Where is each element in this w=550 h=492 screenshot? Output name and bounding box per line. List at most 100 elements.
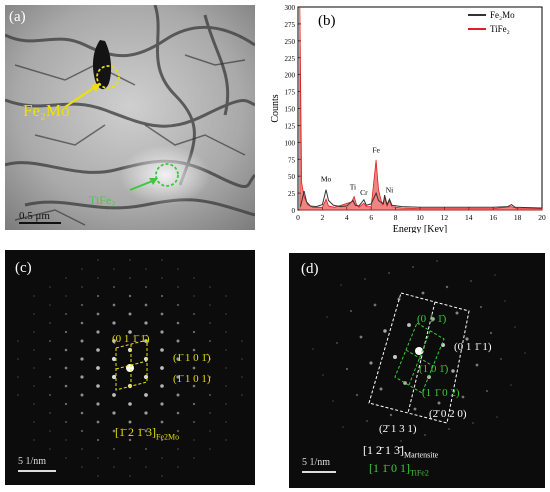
diffraction-spot [510, 384, 512, 386]
diffraction-spot [193, 277, 195, 279]
diffraction-spot [144, 285, 148, 289]
diffraction-spot [349, 309, 353, 313]
diffraction-spot [332, 400, 334, 402]
diffraction-spot [437, 401, 441, 405]
diffraction-spot [177, 448, 179, 450]
diffraction-spot [176, 357, 180, 361]
tife2-marker-circle [155, 163, 179, 187]
diffraction-spot [112, 339, 116, 343]
zone-axis-d-white-text: [1 2̄ 1 3̄] [363, 443, 404, 457]
diffraction-spot [128, 312, 132, 316]
y-tick-label: 50 [288, 173, 296, 181]
x-axis-label: Energy [Kev] [393, 224, 448, 233]
diffraction-spot [112, 411, 116, 415]
diffraction-spot [209, 340, 211, 342]
diffraction-spot [33, 331, 35, 333]
diffraction-spot [160, 312, 164, 316]
diffraction-spot [97, 457, 99, 459]
diffraction-spot [64, 384, 68, 388]
zone-axis-d-white-sub: Martensite [404, 450, 439, 460]
diffraction-spot [413, 407, 417, 411]
diffraction-spot [387, 271, 391, 275]
diffraction-spot [208, 357, 212, 361]
index-d-green-1: (0 1 1̄) [417, 313, 447, 325]
y-tick-label: 225 [285, 55, 296, 63]
zone-axis-c-text: [1̄ 2 1̄ 3] [115, 425, 156, 439]
diffraction-spot [496, 416, 498, 418]
diffraction-spot [96, 294, 100, 298]
scalebar-line-d [302, 471, 336, 473]
diffraction-spot [96, 366, 100, 370]
diffraction-spot [193, 457, 195, 459]
diffraction-spot [176, 321, 180, 325]
y-tick-label: 175 [285, 89, 296, 97]
diffraction-spot [160, 330, 164, 334]
diffraction-spot [176, 393, 180, 397]
diffraction-spot [64, 420, 68, 424]
x-tick-label: 16 [489, 213, 497, 222]
diffraction-spot [504, 300, 506, 302]
diffraction-spot [48, 375, 52, 379]
diffraction-spot [161, 277, 163, 279]
diffraction-spot [393, 355, 397, 359]
diffraction-spot [129, 475, 131, 477]
diffraction-spot [64, 330, 68, 334]
diffraction-spot [241, 340, 243, 342]
diffraction-spot [335, 341, 339, 345]
diffraction-spot [129, 457, 131, 459]
diffraction-spot [524, 352, 526, 354]
panel-label-d: (d) [301, 261, 319, 277]
diffraction-spot [33, 439, 35, 441]
diffraction-spot [17, 358, 19, 360]
diffraction-spot [49, 412, 51, 414]
diffraction-spot [144, 303, 148, 307]
diffraction-spot [33, 295, 35, 297]
fe2mo-label: Fe₂Mo [23, 101, 70, 120]
diffraction-spot [225, 367, 227, 369]
diffraction-spot [49, 340, 51, 342]
diffraction-spot [192, 330, 196, 334]
index-d-green-2: (1 0 1̄) [419, 363, 449, 375]
scalebar-line-c [18, 470, 56, 472]
diffraction-spot [209, 412, 211, 414]
diffraction-spot [96, 348, 100, 352]
y-axis-label: Counts [270, 94, 281, 122]
diffraction-spot [479, 305, 483, 309]
diffraction-spot [160, 402, 164, 406]
index-c-3: (1̄ 1 0 1) [173, 373, 211, 385]
diffraction-spot [49, 304, 51, 306]
diffraction-spot [80, 393, 84, 397]
chart-frame [297, 6, 543, 211]
zone-axis-c-sub: Fe2Mo [156, 432, 180, 442]
panel-b-eds-chart: 0 25 50 75 100 125 150 175 200 225 250 275 300 0 2 4 6 8 1… [270, 5, 546, 233]
diffraction-spot [424, 434, 426, 436]
diffraction-spot [49, 394, 51, 396]
panel-label-a: (a) [9, 9, 26, 25]
diffraction-spot [192, 402, 196, 406]
diffraction-spot [112, 303, 116, 307]
diffraction-spot [65, 277, 67, 279]
diffraction-spot [475, 363, 479, 367]
index-d-white-1: (0 1 1̄ 1) [454, 341, 492, 353]
diffraction-spot [33, 313, 35, 315]
diffraction-spot [193, 295, 195, 297]
diffraction-spot [80, 429, 84, 433]
diffraction-spot [436, 260, 438, 262]
diffraction-spot [81, 286, 83, 288]
diffraction-spot [17, 340, 19, 342]
x-tick-label: 6 [369, 213, 373, 222]
diffraction-spot [96, 384, 100, 388]
diffraction-spot [112, 429, 116, 433]
diffraction-spot [379, 387, 383, 391]
diffraction-spot [96, 420, 100, 424]
diffraction-spot [209, 322, 211, 324]
diffraction-spot [489, 331, 493, 335]
scalebar-label-d: 5 1/nm [302, 457, 331, 468]
diffraction-spot [193, 439, 195, 441]
tife2-label: TiFe₂ [89, 193, 116, 207]
diffraction-spot [225, 439, 227, 441]
tife2-cell-line [405, 349, 434, 367]
diffraction-spot [128, 438, 132, 442]
diffraction-spot [225, 313, 227, 315]
zone-axis-d-green-text: [1 1̄ 0 1] [369, 461, 410, 475]
